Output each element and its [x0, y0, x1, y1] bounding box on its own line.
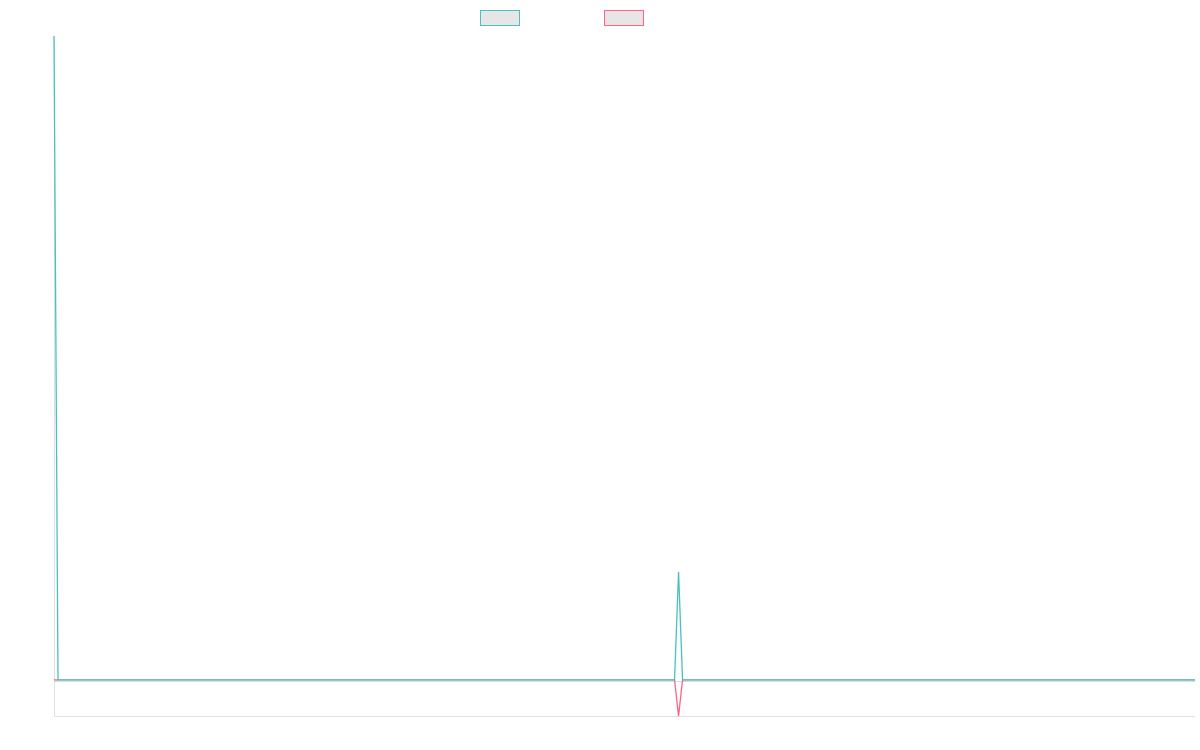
series-1-line [53, 35, 1195, 681]
legend-swatch-series-1[interactable] [480, 10, 520, 26]
legend-swatch-series-2[interactable] [604, 10, 644, 26]
series-2-line [54, 679, 1195, 717]
